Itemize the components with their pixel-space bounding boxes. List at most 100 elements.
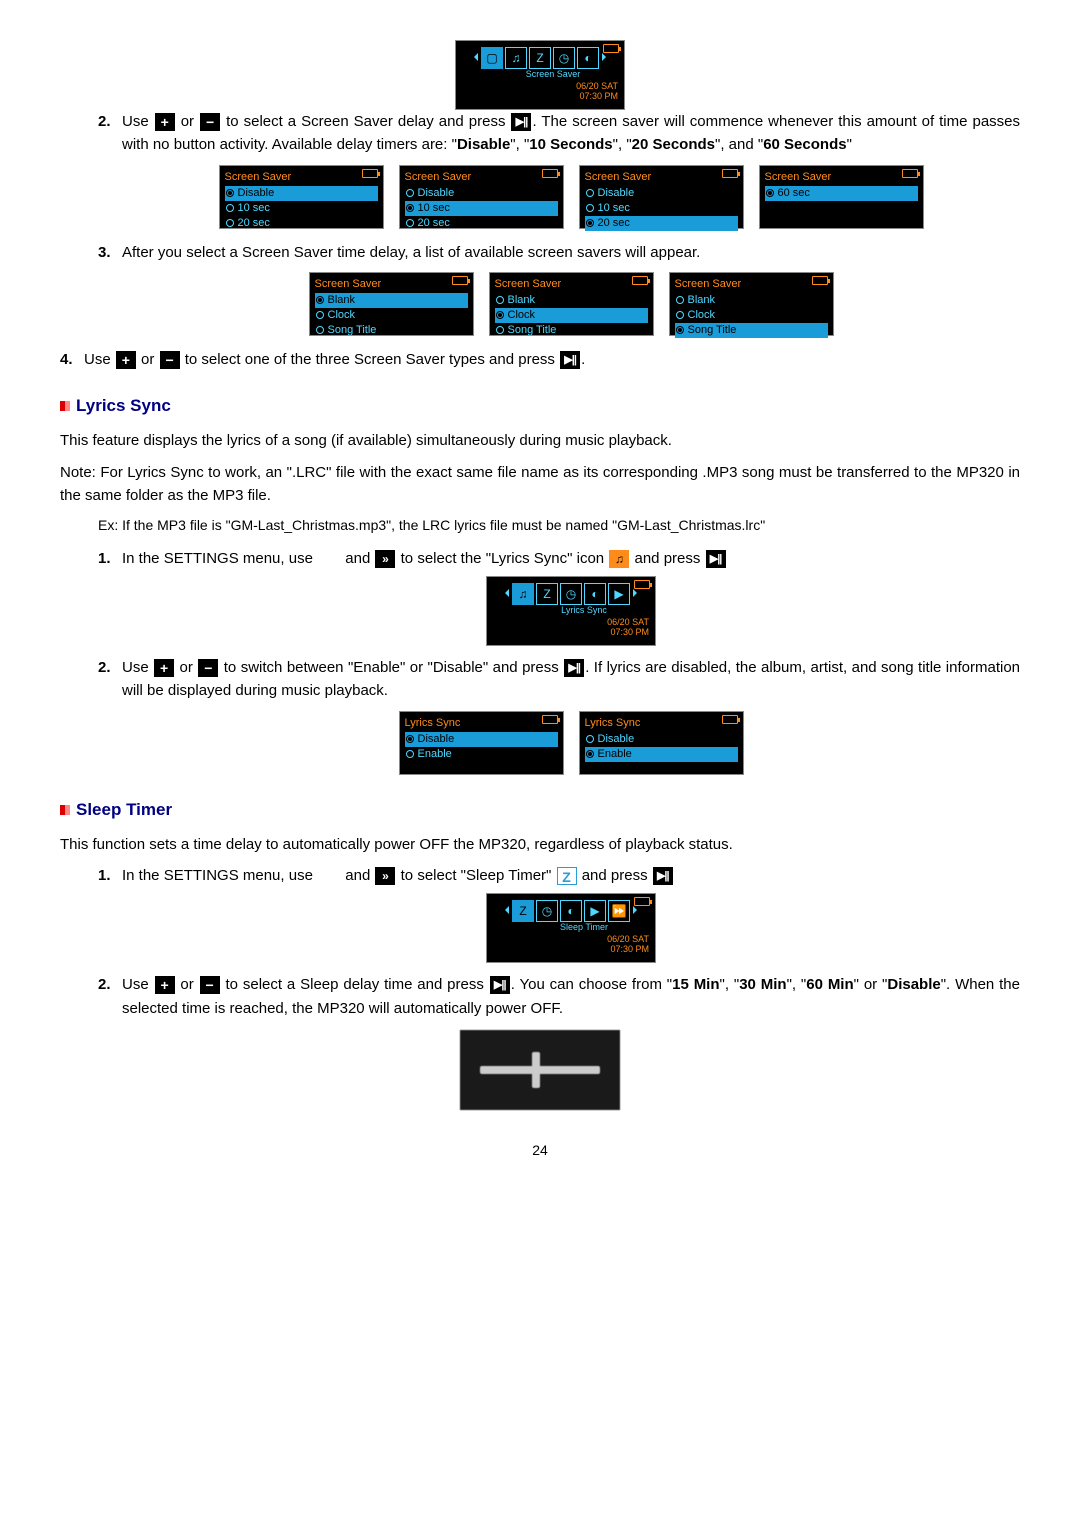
lyrics-accent-icon: ♫	[609, 550, 629, 568]
next-icon: ▶	[608, 583, 630, 605]
battery-icon	[902, 169, 918, 178]
minus-icon: −	[198, 659, 218, 677]
nav-right-icon	[602, 53, 606, 61]
step-number: 1.	[98, 864, 111, 887]
forward-icon: »	[375, 867, 395, 885]
plus-icon: +	[116, 351, 136, 369]
z-icon: Z	[536, 583, 558, 605]
lyrics-p1: This feature displays the lyrics of a so…	[60, 429, 1020, 452]
plus-icon: +	[154, 659, 174, 677]
battery-icon	[812, 276, 828, 285]
list-item: Enable	[405, 747, 558, 762]
minus-icon: −	[200, 976, 220, 994]
radio-icon	[586, 219, 594, 227]
hero-datetime: 06/20 SAT 07:30 PM	[493, 618, 649, 638]
step-number: 1.	[98, 547, 111, 570]
battery-icon	[452, 276, 468, 285]
step-number: 4.	[60, 348, 73, 371]
device-screen: Screen SaverBlankClockSong Title	[489, 272, 654, 336]
z-icon: Z	[512, 900, 534, 922]
contrast-icon: ◐	[584, 583, 606, 605]
list-item: Disable	[225, 186, 378, 201]
list-item: 20 sec	[225, 216, 378, 231]
steps-sleep: 1. In the SETTINGS menu, use and » to se…	[60, 864, 1020, 1020]
list-item: Song Title	[495, 323, 648, 338]
sleep-p1: This function sets a time delay to autom…	[60, 833, 1020, 856]
radio-icon	[226, 204, 234, 212]
type-screens-row: Screen SaverBlankClockSong TitleScreen S…	[122, 272, 1020, 336]
radio-icon	[316, 326, 324, 334]
screen-title: Screen Saver	[315, 276, 468, 293]
battery-icon	[722, 715, 738, 724]
radio-icon	[316, 311, 324, 319]
step-number: 3.	[98, 241, 111, 264]
next-icon: ▶	[584, 900, 606, 922]
screen-title: Screen Saver	[765, 169, 918, 186]
list-item: Disable	[405, 186, 558, 201]
radio-icon	[586, 735, 594, 743]
play-pause-icon: ▶||	[564, 659, 584, 677]
device-screen: ▢ ♫ Z ◷ ◐ Screen Saver 06/20 SAT 07:30 P…	[455, 40, 625, 110]
radio-icon	[406, 219, 414, 227]
cropped-device-image	[460, 1030, 620, 1110]
step-text: After you select a Screen Saver time del…	[122, 244, 700, 261]
clock-icon: ◷	[536, 900, 558, 922]
radio-icon	[406, 204, 414, 212]
monitor-icon: ▢	[481, 47, 503, 69]
battery-icon	[634, 580, 650, 589]
list-item: Clock	[675, 308, 828, 323]
radio-icon	[676, 326, 684, 334]
lyrics-icon: ♫	[512, 583, 534, 605]
hero-date: 06/20 SAT	[576, 81, 618, 91]
battery-icon	[603, 44, 619, 53]
play-pause-icon: ▶||	[653, 867, 673, 885]
screen-title: Lyrics Sync	[585, 715, 738, 732]
lyrics-screens-row: Lyrics SyncDisableEnableLyrics SyncDisab…	[122, 711, 1020, 775]
heading-text: Lyrics Sync	[76, 393, 171, 419]
hero-datetime: 06/20 SAT 07:30 PM	[462, 82, 618, 102]
step-text: In the SETTINGS menu, use and » to selec…	[122, 550, 727, 567]
step-number: 2.	[98, 110, 111, 133]
battery-icon	[634, 897, 650, 906]
list-item-label: Song Title	[688, 322, 737, 339]
radio-icon	[586, 204, 594, 212]
list-item-label: 20 sec	[418, 215, 450, 232]
forward-icon: »	[375, 550, 395, 568]
contrast-icon: ◐	[560, 900, 582, 922]
list-item: 20 sec	[405, 216, 558, 231]
step-text: Use + or − to select a Screen Saver dela…	[122, 113, 1020, 153]
hero-screen-saver-device: ▢ ♫ Z ◷ ◐ Screen Saver 06/20 SAT 07:30 P…	[60, 40, 1020, 110]
clock-icon: ◷	[560, 583, 582, 605]
battery-icon	[632, 276, 648, 285]
list-item: 10 sec	[405, 201, 558, 216]
screen-title: Screen Saver	[495, 276, 648, 293]
hero-datetime: 06/20 SAT 07:30 PM	[493, 935, 649, 955]
battery-icon	[362, 169, 378, 178]
section-heading-sleep: Sleep Timer	[60, 797, 1020, 823]
nav-left-icon	[505, 589, 509, 597]
device-screen: Screen SaverDisable10 sec20 sec	[399, 165, 564, 229]
list-item-label: 20 sec	[598, 215, 630, 232]
steps-screen-saver: 2. Use + or − to select a Screen Saver d…	[60, 110, 1020, 371]
list-item: Blank	[675, 293, 828, 308]
list-item: Song Title	[315, 323, 468, 338]
radio-icon	[406, 750, 414, 758]
list-item: Disable	[585, 732, 738, 747]
delay-screens-row: Screen SaverDisable10 sec20 secScreen Sa…	[122, 165, 1020, 229]
device-screen: Z ◷ ◐ ▶ ⏩ Sleep Timer 06/20 SAT 07:30 PM	[486, 893, 656, 963]
list-item-label: Enable	[598, 746, 632, 763]
list-item-label: Song Title	[328, 322, 377, 339]
bullet-icon	[60, 401, 70, 411]
device-screen: Lyrics SyncDisableEnable	[579, 711, 744, 775]
step-text: Use + or − to select a Sleep delay time …	[122, 976, 1020, 1016]
screen-title: Screen Saver	[585, 169, 738, 186]
list-item-label: 20 sec	[238, 215, 270, 232]
radio-icon	[406, 735, 414, 743]
list-item: Disable	[405, 732, 558, 747]
contrast-icon: ◐	[577, 47, 599, 69]
device-screen: Screen SaverBlankClockSong Title	[309, 272, 474, 336]
step-number: 2.	[98, 656, 111, 679]
list-item: 10 sec	[225, 201, 378, 216]
list-item: Song Title	[675, 323, 828, 338]
hero-sub-label: Lyrics Sync	[519, 604, 649, 618]
